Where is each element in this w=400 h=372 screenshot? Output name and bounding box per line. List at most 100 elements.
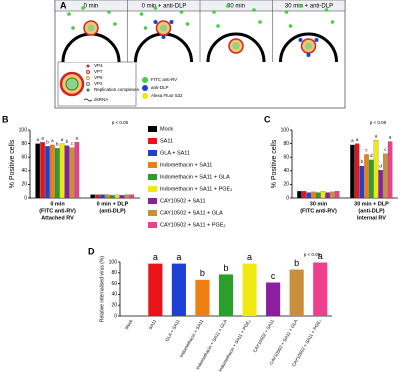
antibody	[284, 10, 289, 14]
panel-label: A	[60, 0, 67, 10]
x-tick-label: SA11	[148, 318, 158, 330]
antibody	[288, 24, 293, 28]
bar	[35, 143, 41, 199]
diagram-legend-label: FITC anti-RV	[151, 77, 177, 82]
legend-box	[57, 61, 137, 107]
significance-letter: a	[51, 138, 54, 143]
bar	[64, 145, 70, 199]
significance-letter: a	[247, 252, 252, 262]
panel-label: D	[88, 246, 95, 256]
diagram-legend-label: Alexa Fluor 532	[151, 93, 183, 98]
y-tick-label: 40	[21, 168, 27, 174]
time-label: 0 min + anti-DLP	[142, 4, 187, 10]
icon	[83, 98, 93, 102]
bar	[100, 194, 105, 199]
significance-letter: c	[271, 271, 276, 281]
bar	[313, 262, 328, 316]
icon	[86, 82, 90, 86]
legend-swatch	[148, 174, 157, 180]
x-tick-label: 30 min	[310, 201, 328, 207]
time-label: 30 min	[227, 4, 245, 10]
panel-label: C	[264, 114, 271, 124]
significance-letter: a	[76, 135, 79, 140]
bar	[74, 142, 80, 199]
significance-letter: a	[389, 135, 392, 140]
antibody	[258, 20, 262, 24]
significance-letter: a	[41, 135, 44, 140]
bar	[114, 194, 120, 199]
anti-dlp	[153, 20, 158, 24]
y-axis-label: Relative internalised virus (%)	[99, 256, 105, 322]
diagram-legend-label: VP4	[94, 63, 103, 68]
y-tick-label: 80	[21, 141, 27, 147]
y-tick-label: 100	[19, 127, 28, 133]
significance-letter: d	[379, 163, 382, 168]
bar	[266, 282, 281, 316]
x-tick-label: Mock	[124, 318, 134, 330]
legend-swatch	[148, 138, 157, 144]
significance-letter: c	[384, 147, 387, 152]
bar	[45, 146, 50, 199]
time-label: 0 min	[84, 4, 99, 10]
x-tick-label: Indomethacin + SA11	[179, 318, 205, 358]
time-label: 30 min + anti-DLP	[285, 4, 333, 10]
bar	[325, 192, 330, 199]
legend-label: Indomethacin + SA11 + GLA	[160, 174, 230, 180]
x-tick-label: (FITC anti-RV)	[300, 208, 337, 214]
legend-swatch	[148, 210, 157, 216]
icon	[86, 70, 90, 74]
significance-letter: b	[294, 258, 299, 268]
bar	[306, 192, 312, 199]
antibody	[81, 6, 85, 10]
significance-letter: d	[370, 153, 373, 158]
significance-letter: c	[71, 141, 74, 146]
bar	[105, 194, 110, 199]
bar	[330, 191, 335, 199]
legend-swatch	[148, 150, 157, 156]
significance-letter: b	[200, 268, 205, 278]
virus-core	[87, 24, 95, 32]
significance-letter: a	[61, 137, 64, 142]
bar	[95, 194, 100, 199]
antibody	[252, 8, 256, 12]
bar	[311, 191, 316, 199]
y-tick-label: 0	[114, 313, 117, 319]
annotation: p < 0.05	[304, 252, 321, 257]
diagram-legend-label: VP6	[94, 75, 103, 80]
bar	[320, 191, 326, 199]
legend-label: Indomethacin + SA11	[160, 162, 212, 168]
y-tick-label: 80	[283, 141, 289, 147]
x-tick-label: Attached RV	[41, 215, 74, 221]
icon	[142, 93, 148, 99]
significance-letter: a	[356, 137, 359, 142]
y-tick-label: 0	[286, 195, 289, 201]
bar	[195, 279, 210, 316]
legend-label: CAY10502 + SA11 + PGE₂	[160, 222, 226, 228]
x-tick-label: (anti-DLP)	[358, 208, 384, 214]
antibody	[185, 22, 190, 26]
bar	[69, 147, 75, 199]
icon	[86, 88, 90, 92]
y-tick-label: 60	[21, 155, 27, 161]
significance-letter: a	[351, 138, 354, 143]
bar	[334, 191, 340, 199]
bar	[387, 141, 393, 199]
y-tick-label: 100	[109, 259, 118, 265]
diagram-legend-label: Replication complexes	[94, 87, 140, 92]
legend-swatch	[148, 126, 157, 132]
bar	[109, 195, 115, 199]
x-tick-label: (anti-DLP)	[99, 208, 125, 214]
icon	[142, 85, 148, 91]
antibody	[179, 10, 184, 14]
anti-dlp	[306, 53, 311, 57]
bar	[218, 274, 234, 316]
icon	[86, 76, 90, 80]
y-tick-label: 100	[281, 127, 290, 133]
y-tick-label: 20	[111, 303, 117, 309]
legend-swatch	[148, 162, 157, 168]
diagram-legend-label: dsRNA	[94, 97, 108, 102]
y-tick-label: 60	[111, 281, 117, 287]
bar	[378, 170, 383, 199]
bar	[124, 194, 130, 199]
